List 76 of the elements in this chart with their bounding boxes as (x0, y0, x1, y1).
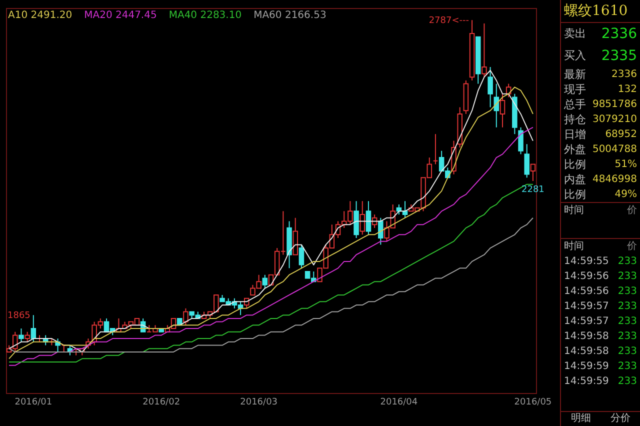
candlestick (183, 308, 188, 326)
text: 14:59:58 (564, 345, 609, 359)
text: 233 (618, 360, 637, 374)
text: 明细 (570, 412, 591, 426)
annotation: 1865 (8, 311, 30, 322)
text: 14:59:58 (564, 330, 609, 344)
candlestick (518, 126, 524, 155)
text: 233 (618, 375, 637, 389)
text: 价 (627, 204, 637, 218)
candlestick (500, 93, 506, 128)
x-tick-label: 2016/01 (14, 398, 52, 408)
annotation: 2281 (522, 185, 544, 195)
text: 3079210 (592, 113, 637, 127)
x-tick-label: 2016/02 (142, 398, 180, 408)
x-tick-label: 2016/04 (380, 398, 418, 408)
text: 14:59:59 (564, 375, 609, 389)
text: 9851786 (592, 98, 637, 112)
text: 2336 (601, 25, 637, 44)
candlestick (24, 331, 30, 342)
text: 价 (627, 240, 637, 254)
candlestick (30, 314, 36, 342)
text: 螺纹1610 (561, 0, 640, 23)
annotation: 2787<--- (428, 16, 470, 26)
text: 总手 (564, 97, 586, 112)
text: 233 (618, 315, 637, 329)
text: A10 2491.20 (8, 10, 72, 21)
text: 日增 (564, 127, 586, 142)
text: 68952 (605, 128, 637, 142)
candlestick (262, 274, 268, 289)
text: MA40 2283.10 (168, 10, 242, 21)
candlestick (524, 144, 530, 178)
text: 233 (618, 345, 637, 359)
x-tick-label: 2016/05 (514, 398, 552, 408)
text: 132 (618, 83, 637, 97)
text: 2336 (612, 68, 637, 82)
text: 14:59:57 (564, 300, 609, 314)
text: MA60 2166.53 (254, 10, 326, 21)
text: 5004788 (592, 143, 637, 157)
text: 比例 (564, 157, 586, 172)
text: 49% (614, 188, 637, 202)
text: 4846998 (592, 173, 637, 187)
candlestick (378, 217, 384, 246)
text: 比例 (564, 187, 586, 202)
text: MA20 2447.45 (84, 10, 157, 21)
candlestick (366, 200, 372, 236)
text: 233 (618, 270, 637, 284)
text: 2335 (601, 47, 637, 66)
candlestick (482, 22, 487, 78)
candlestick (360, 200, 366, 236)
text: 时间 (564, 240, 584, 254)
candlestick (354, 200, 359, 238)
text: 卖出 (564, 26, 586, 42)
text: 14:59:56 (564, 270, 609, 284)
text: 14:59:57 (564, 315, 609, 329)
text: 233 (618, 285, 637, 299)
text: 最新 (564, 67, 586, 82)
text: 持仓 (564, 112, 586, 127)
text: 14:59:55 (564, 255, 609, 269)
candlestick (18, 328, 24, 342)
text: 外盘 (564, 142, 586, 157)
x-tick-label: 2016/03 (240, 398, 278, 408)
text: 14:59:59 (564, 360, 609, 374)
text: 内盘 (564, 172, 586, 187)
candlestick (488, 66, 493, 108)
text: 233 (618, 330, 637, 344)
text: 买入 (564, 48, 586, 64)
candlestick (298, 244, 304, 269)
text: 分价 (610, 412, 630, 426)
text: 51% (614, 158, 637, 172)
text: 时间 (564, 204, 584, 218)
candlestick (292, 217, 298, 256)
candlestick (530, 164, 536, 182)
text: 现手 (564, 82, 586, 97)
text: 233 (618, 300, 637, 314)
text: 14:59:56 (564, 285, 609, 299)
text: 233 (618, 255, 637, 269)
